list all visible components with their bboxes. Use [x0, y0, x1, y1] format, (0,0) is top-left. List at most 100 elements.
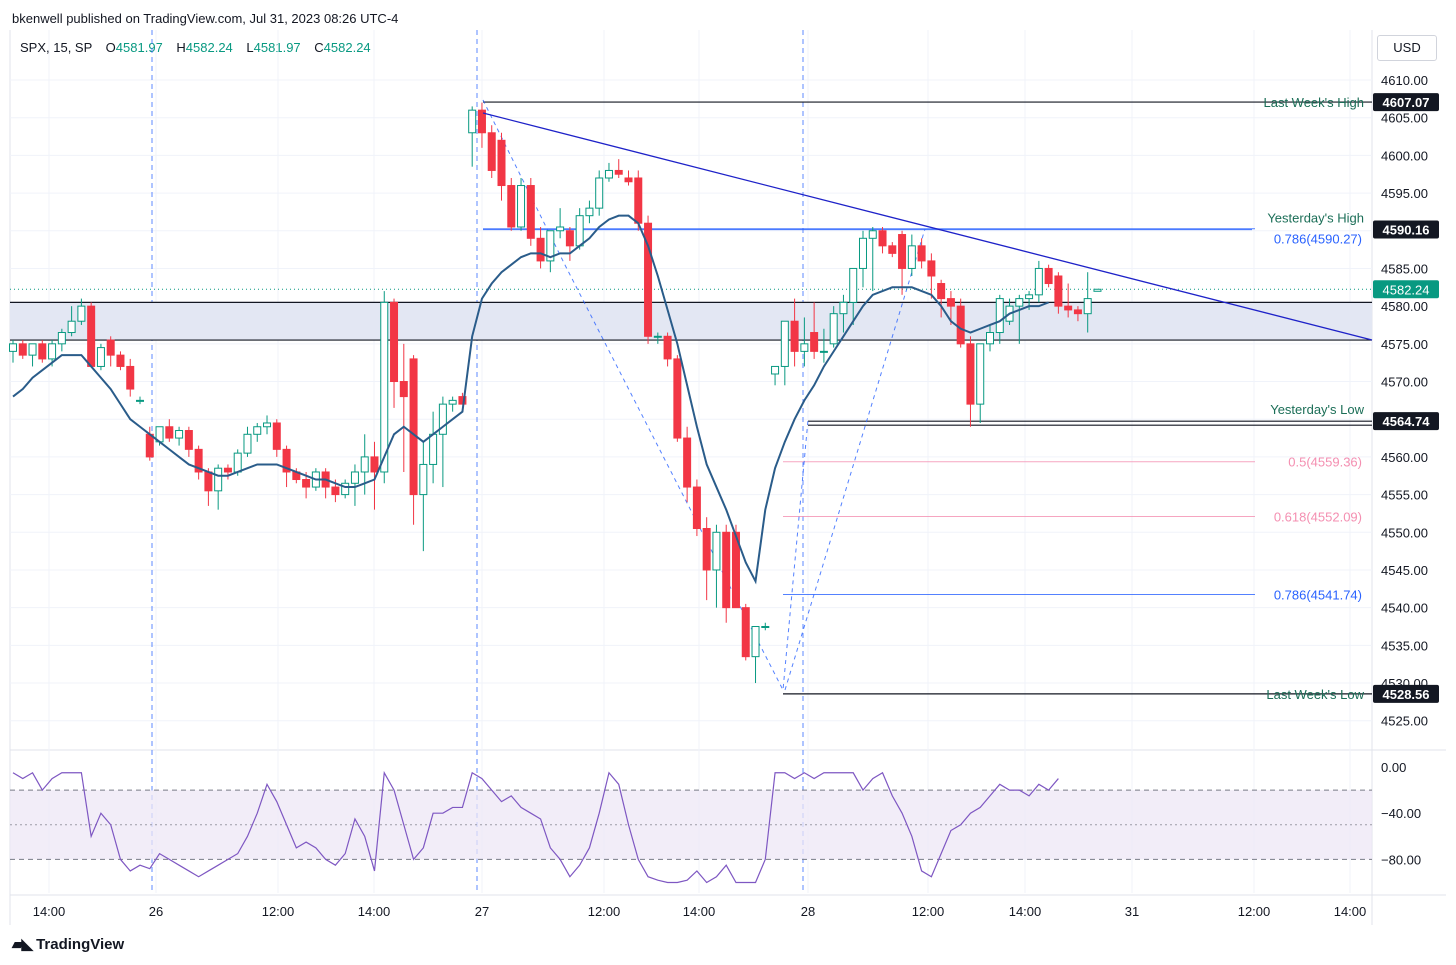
candle-body — [692, 486, 701, 530]
candle-body — [917, 245, 926, 262]
price-mark-badge — [1373, 220, 1439, 239]
candle-body — [380, 301, 389, 473]
price-mark-badge — [1373, 93, 1439, 112]
candle-body — [565, 230, 574, 247]
candle-body — [898, 234, 907, 269]
currency-button[interactable]: USD — [1377, 35, 1437, 61]
price-tick-label: 4540.00 — [1381, 601, 1428, 616]
time-tick-label: 12:00 — [1238, 904, 1271, 919]
candle-body — [253, 426, 262, 435]
candle-body — [507, 185, 516, 228]
candle-body — [741, 607, 750, 658]
candle-body — [771, 365, 780, 375]
candle-body — [644, 222, 653, 337]
candle-body — [849, 267, 858, 303]
price-tick-label: 4525.00 — [1381, 714, 1428, 729]
candle-body — [390, 301, 399, 383]
price-tick-label: 4585.00 — [1381, 261, 1428, 276]
candle-body — [956, 305, 965, 345]
candle-body — [1083, 298, 1092, 315]
price-tick-label: 4535.00 — [1381, 638, 1428, 653]
candle-body — [976, 343, 985, 405]
candle-body — [624, 177, 633, 183]
candle-body — [1025, 294, 1034, 300]
time-tick-label: 27 — [475, 904, 489, 919]
candle-body — [165, 426, 174, 439]
candle-body — [243, 433, 252, 454]
candle-body — [136, 399, 145, 402]
candle-body — [1034, 267, 1043, 296]
candle-body — [604, 169, 613, 179]
candle-body — [751, 626, 760, 658]
rsi-line — [12, 770, 1059, 884]
candle-body — [712, 531, 721, 571]
time-tick-label: 14:00 — [358, 904, 391, 919]
candle-body — [927, 260, 936, 277]
time-tick-label: 28 — [801, 904, 815, 919]
price-tick-label: 4600.00 — [1381, 148, 1428, 163]
tradingview-footer[interactable]: ▰◣ TradingView — [12, 935, 125, 954]
candle-body — [77, 305, 86, 322]
price-mark-value: 4607.07 — [1383, 95, 1430, 110]
candle-body — [986, 332, 994, 345]
symbol-label[interactable]: SPX, 15, SP — [20, 40, 93, 55]
candle-body — [1093, 288, 1102, 292]
fib-label: 0.618(4552.09) — [1274, 510, 1362, 525]
brand-name: TradingView — [36, 935, 125, 953]
candle-body — [116, 354, 125, 367]
candle-body — [487, 132, 496, 171]
candle-body — [272, 422, 281, 450]
candle-body — [57, 332, 66, 345]
price-mark-label: Last Week's High — [1263, 95, 1364, 110]
candle-body — [839, 301, 848, 315]
candle-body — [67, 320, 76, 334]
candle-body — [360, 456, 369, 473]
candle-body — [819, 350, 828, 353]
candle-body — [145, 433, 154, 458]
candle-body — [1054, 275, 1063, 307]
candle-body — [223, 467, 232, 473]
candle-body — [1064, 305, 1073, 311]
candle-body — [653, 335, 662, 338]
candle-body — [28, 343, 37, 356]
price-tick-label: 4560.00 — [1381, 450, 1428, 465]
time-tick-label: 14:00 — [1009, 904, 1042, 919]
candle-body — [888, 245, 897, 254]
candle-body — [868, 230, 877, 239]
price-tick-label: 4580.00 — [1381, 299, 1428, 314]
candle-body — [595, 177, 604, 209]
candle-body — [536, 237, 545, 262]
fib-guide-line — [784, 228, 926, 691]
time-tick-label: 12:00 — [262, 904, 295, 919]
close-value: 4582.24 — [323, 40, 371, 55]
candle-body — [614, 169, 623, 175]
candle-body — [1015, 298, 1024, 307]
candle-body — [468, 109, 477, 134]
candle-body — [526, 185, 535, 239]
candle-body — [282, 448, 291, 473]
candle-body — [419, 463, 428, 496]
price-mark-label: Yesterday's Low — [1270, 402, 1364, 417]
fib-label: 0.786(4590.27) — [1274, 232, 1362, 247]
time-tick-label: 14:00 — [33, 904, 66, 919]
candle-body — [858, 237, 867, 269]
candle-body — [341, 482, 350, 496]
candle-body — [1073, 309, 1082, 315]
candle-body — [194, 448, 203, 473]
candle-body — [800, 343, 809, 352]
low-value: 4581.97 — [253, 40, 301, 55]
price-mark-value: 4590.16 — [1383, 223, 1430, 238]
candle-body — [233, 452, 242, 473]
price-mark-badge — [1373, 412, 1439, 431]
candle-body — [810, 332, 819, 352]
candle-body — [702, 528, 711, 571]
candle-body — [409, 358, 418, 496]
candle-body — [399, 381, 408, 398]
candle-body — [556, 226, 565, 232]
candle-body — [438, 403, 447, 435]
support-zone — [10, 302, 1372, 341]
time-tick-label: 14:00 — [1334, 904, 1367, 919]
time-tick-label: 31 — [1125, 904, 1139, 919]
time-tick-label: 26 — [149, 904, 163, 919]
